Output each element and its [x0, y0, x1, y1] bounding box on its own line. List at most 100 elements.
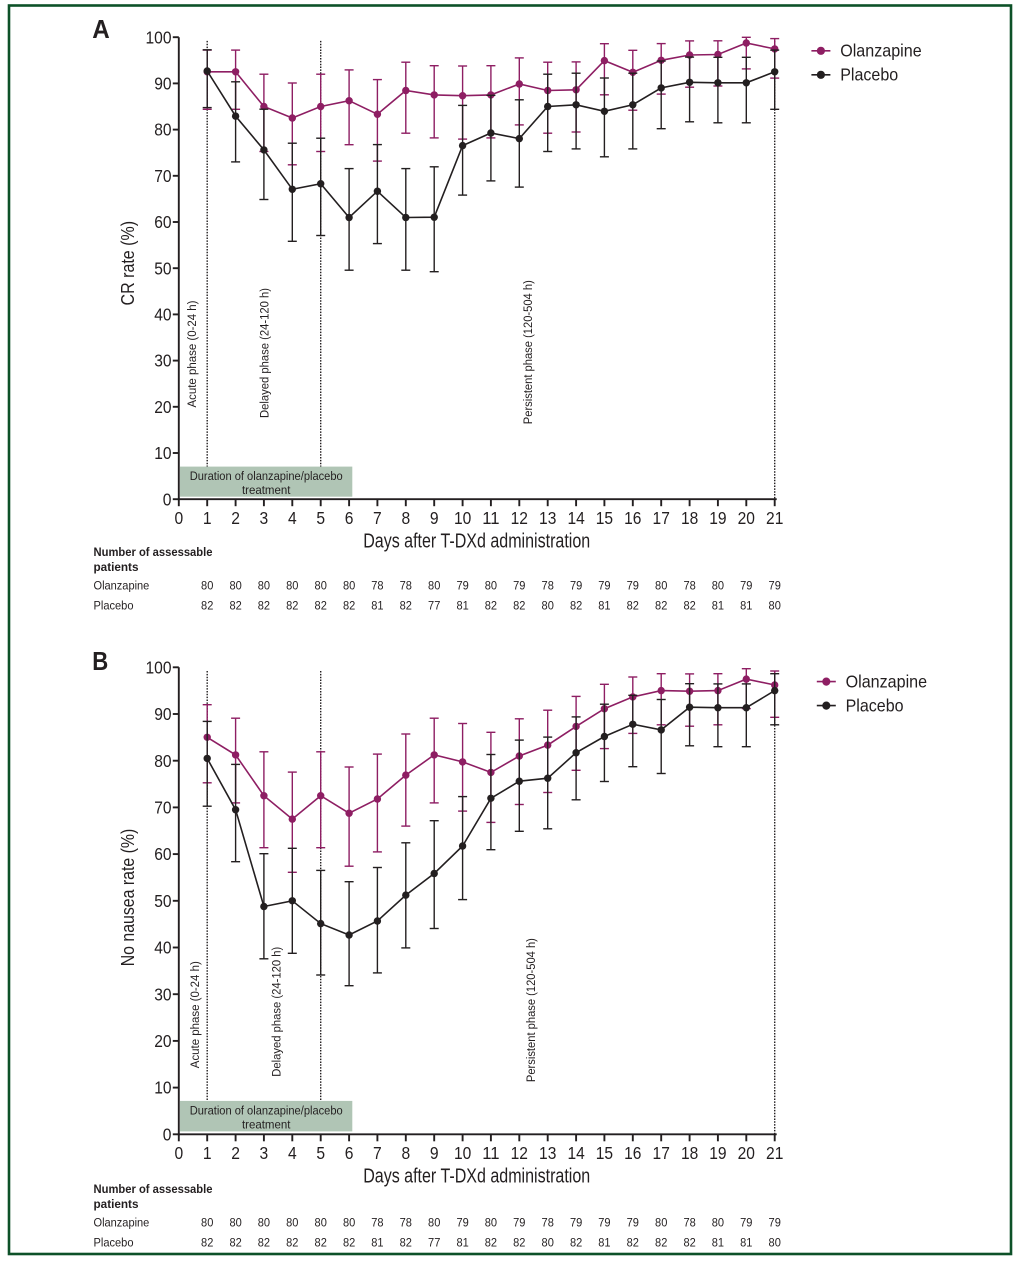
svg-text:Placebo: Placebo — [94, 1236, 134, 1250]
svg-text:80: 80 — [154, 751, 172, 771]
svg-text:10: 10 — [154, 1078, 172, 1098]
svg-text:78: 78 — [400, 1216, 412, 1230]
svg-text:Olanzapine: Olanzapine — [840, 41, 922, 61]
svg-text:12: 12 — [511, 1143, 528, 1163]
svg-text:79: 79 — [627, 1216, 639, 1230]
svg-text:82: 82 — [400, 1236, 412, 1250]
svg-text:patients: patients — [94, 1199, 139, 1211]
svg-text:80: 80 — [542, 599, 554, 613]
svg-text:Acute phase (0-24 h): Acute phase (0-24 h) — [185, 301, 199, 408]
svg-text:82: 82 — [485, 599, 497, 613]
svg-text:78: 78 — [542, 1216, 554, 1230]
svg-text:6: 6 — [345, 508, 354, 528]
svg-text:79: 79 — [513, 579, 525, 593]
svg-text:15: 15 — [596, 1143, 613, 1163]
svg-text:70: 70 — [154, 166, 172, 186]
svg-text:80: 80 — [428, 1216, 440, 1230]
svg-text:82: 82 — [258, 1236, 270, 1250]
svg-text:82: 82 — [683, 599, 695, 613]
svg-text:A: A — [92, 16, 110, 44]
svg-text:15: 15 — [596, 508, 613, 528]
svg-text:80: 80 — [542, 1236, 554, 1250]
svg-text:9: 9 — [430, 1143, 439, 1163]
svg-text:79: 79 — [456, 1216, 468, 1230]
svg-text:Days after T-DXd administratio: Days after T-DXd administration — [363, 1166, 590, 1188]
svg-text:79: 79 — [456, 579, 468, 593]
svg-text:9: 9 — [430, 508, 439, 528]
svg-text:81: 81 — [712, 1236, 724, 1250]
svg-text:21: 21 — [766, 1143, 783, 1163]
svg-text:78: 78 — [683, 579, 695, 593]
svg-text:82: 82 — [201, 599, 213, 613]
svg-text:80: 80 — [485, 1216, 497, 1230]
svg-text:B: B — [92, 648, 108, 676]
svg-text:80: 80 — [258, 579, 270, 593]
svg-text:2: 2 — [231, 508, 240, 528]
svg-text:79: 79 — [740, 579, 752, 593]
svg-text:Placebo: Placebo — [94, 599, 134, 613]
svg-text:80: 80 — [712, 579, 724, 593]
svg-text:80: 80 — [769, 599, 781, 613]
svg-text:82: 82 — [229, 1236, 241, 1250]
svg-text:19: 19 — [709, 508, 726, 528]
svg-text:81: 81 — [740, 1236, 752, 1250]
svg-text:82: 82 — [343, 599, 355, 613]
svg-text:2: 2 — [231, 1143, 240, 1163]
svg-text:treatment: treatment — [242, 1118, 291, 1132]
svg-text:Delayed phase (24-120 h): Delayed phase (24-120 h) — [270, 947, 284, 1077]
svg-text:82: 82 — [627, 1236, 639, 1250]
svg-text:82: 82 — [315, 1236, 327, 1250]
svg-text:0: 0 — [174, 1143, 183, 1163]
svg-text:70: 70 — [154, 798, 172, 818]
svg-text:7: 7 — [373, 1143, 382, 1163]
svg-text:81: 81 — [598, 1236, 610, 1250]
svg-text:82: 82 — [286, 1236, 298, 1250]
svg-text:82: 82 — [627, 599, 639, 613]
svg-text:21: 21 — [766, 508, 783, 528]
svg-text:80: 80 — [769, 1236, 781, 1250]
svg-text:82: 82 — [485, 1236, 497, 1250]
svg-text:19: 19 — [709, 1143, 726, 1163]
svg-text:80: 80 — [315, 579, 327, 593]
svg-text:17: 17 — [653, 508, 670, 528]
svg-text:1: 1 — [203, 1143, 212, 1163]
svg-text:5: 5 — [316, 508, 325, 528]
svg-text:3: 3 — [260, 508, 269, 528]
svg-text:82: 82 — [655, 599, 667, 613]
svg-text:Duration of olanzapine/placebo: Duration of olanzapine/placebo — [190, 1104, 343, 1118]
svg-text:Placebo: Placebo — [840, 65, 898, 85]
svg-text:0: 0 — [174, 508, 183, 528]
svg-text:12: 12 — [511, 508, 528, 528]
svg-text:81: 81 — [740, 599, 752, 613]
svg-text:80: 80 — [343, 579, 355, 593]
svg-text:90: 90 — [154, 704, 172, 724]
svg-text:Delayed phase (24-120 h): Delayed phase (24-120 h) — [258, 288, 272, 418]
svg-text:50: 50 — [154, 891, 172, 911]
svg-text:78: 78 — [400, 579, 412, 593]
svg-text:1: 1 — [203, 508, 212, 528]
svg-text:100: 100 — [146, 657, 172, 677]
svg-text:80: 80 — [315, 1216, 327, 1230]
svg-text:80: 80 — [229, 579, 241, 593]
svg-text:79: 79 — [598, 1216, 610, 1230]
svg-text:Days after T-DXd administratio: Days after T-DXd administration — [363, 531, 590, 553]
svg-text:77: 77 — [428, 599, 440, 613]
svg-text:79: 79 — [570, 1216, 582, 1230]
svg-text:82: 82 — [343, 1236, 355, 1250]
svg-text:79: 79 — [769, 1216, 781, 1230]
svg-text:81: 81 — [598, 599, 610, 613]
svg-text:80: 80 — [201, 1216, 213, 1230]
svg-text:79: 79 — [769, 579, 781, 593]
svg-text:80: 80 — [655, 1216, 667, 1230]
svg-text:82: 82 — [258, 599, 270, 613]
svg-text:81: 81 — [371, 1236, 383, 1250]
svg-text:Acute phase (0-24 h): Acute phase (0-24 h) — [188, 961, 202, 1068]
svg-text:79: 79 — [740, 1216, 752, 1230]
svg-text:20: 20 — [738, 1143, 756, 1163]
svg-text:81: 81 — [371, 599, 383, 613]
svg-text:0: 0 — [163, 1124, 172, 1144]
svg-text:14: 14 — [567, 1143, 585, 1163]
svg-text:82: 82 — [513, 1236, 525, 1250]
svg-text:78: 78 — [683, 1216, 695, 1230]
svg-text:8: 8 — [401, 508, 410, 528]
